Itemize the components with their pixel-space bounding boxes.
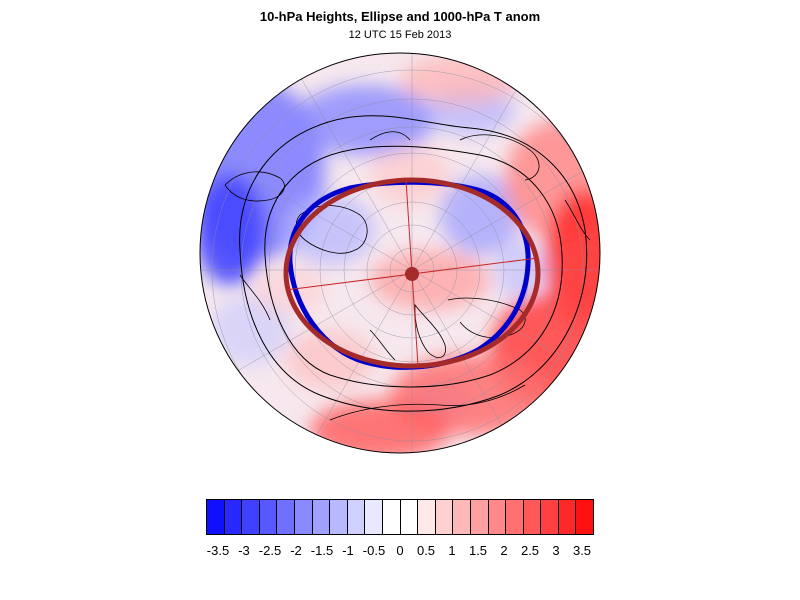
colorbar-box <box>224 500 243 534</box>
colorbar-box <box>400 500 419 534</box>
colorbar-box <box>242 500 260 534</box>
ellipse-center-marker <box>405 267 419 281</box>
graticule <box>200 53 600 453</box>
vortex-ellipse <box>283 177 541 369</box>
colorbar-box <box>435 500 454 534</box>
height-contour-middle <box>264 145 563 388</box>
colorbar-tick-label: 0.5 <box>416 543 436 558</box>
colorbar-box <box>207 500 225 534</box>
colorbar <box>206 499 594 535</box>
colorbar-box <box>382 500 401 534</box>
colorbar-tick-label: 1.5 <box>468 543 488 558</box>
colorbar-box <box>330 500 348 534</box>
colorbar-tick-label: -2 <box>290 543 302 558</box>
colorbar-box <box>418 500 436 534</box>
colorbar-tick-label: -0.5 <box>362 543 386 558</box>
height-contour-highlight <box>287 179 531 370</box>
colorbar-box <box>541 500 559 534</box>
chart-subtitle: 12 UTC 15 Feb 2013 <box>348 29 452 41</box>
colorbar-box <box>294 500 313 534</box>
colorbar-box <box>453 500 471 534</box>
colorbar-box <box>277 500 295 534</box>
colorbar-box <box>576 500 594 534</box>
colorbar-tick-label: -3.5 <box>206 543 230 558</box>
height-contours <box>239 115 588 412</box>
colorbar-box <box>488 500 507 534</box>
colorbar-box <box>470 500 489 534</box>
colorbar-box <box>365 500 383 534</box>
colorbar-box <box>312 500 331 534</box>
colorbar-box <box>506 500 524 534</box>
colorbar-box <box>558 500 577 534</box>
colorbar-tick-label: -3 <box>238 543 250 558</box>
colorbar-tick-label: -2.5 <box>258 543 282 558</box>
colorbar-box <box>523 500 542 534</box>
height-contour-outer <box>239 115 588 412</box>
colorbar-tick-label: -1 <box>342 543 354 558</box>
colorbar-tick-labels: -3.5 -3 -2.5 -2 -1.5 -1 -0.5 0 0.5 1 1.5 2 2.5 3 3.5 <box>0 543 800 561</box>
colorbar-box <box>259 500 278 534</box>
colorbar-tick-label: 2.5 <box>520 543 540 558</box>
colorbar-tick-label: -1.5 <box>310 543 334 558</box>
colorbar-tick-label: 0 <box>396 543 404 558</box>
colorbar-tick-label: 3 <box>552 543 560 558</box>
colorbar-tick-label: 2 <box>500 543 508 558</box>
colorbar-tick-label: 1 <box>448 543 456 558</box>
temperature-anomaly-shading <box>200 53 600 453</box>
colorbar-box <box>347 500 366 534</box>
chart-title: 10-hPa Heights, Ellipse and 1000-hPa T a… <box>259 9 541 24</box>
colorbar-tick-label: 3.5 <box>572 543 592 558</box>
globe-border <box>199 52 601 454</box>
